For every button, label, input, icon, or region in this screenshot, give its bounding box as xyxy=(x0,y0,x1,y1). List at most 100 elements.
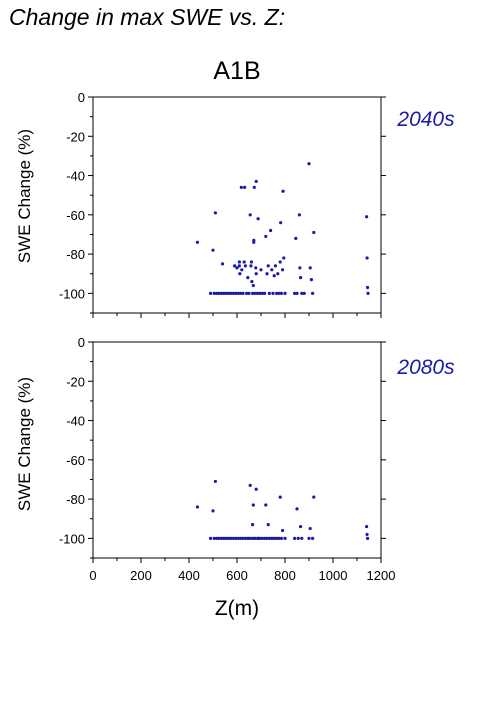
data-point xyxy=(278,260,282,264)
data-point xyxy=(222,536,226,540)
plot-frame xyxy=(92,96,382,314)
data-point xyxy=(249,536,253,540)
data-point xyxy=(219,536,223,540)
data-point xyxy=(250,279,254,284)
x-tick-label: 1000 xyxy=(319,568,348,583)
data-point xyxy=(281,268,285,272)
data-point xyxy=(246,276,250,280)
y-tick-label: -80 xyxy=(66,247,85,262)
data-point xyxy=(278,495,282,499)
data-point xyxy=(279,221,283,225)
data-point xyxy=(236,291,240,295)
y-tick-label: -60 xyxy=(66,208,85,223)
data-point xyxy=(227,536,231,540)
data-point xyxy=(365,285,370,290)
data-point xyxy=(300,291,304,295)
data-point xyxy=(235,266,239,270)
y-axis-label: SWE Change (%) xyxy=(15,377,34,511)
data-point xyxy=(283,536,287,540)
data-point xyxy=(222,291,226,295)
x-tick-label: 800 xyxy=(274,568,296,583)
data-point xyxy=(241,291,245,295)
y-ticks: 0 -20 -40 -60 -80 -100 xyxy=(59,90,386,314)
data-point xyxy=(265,536,269,540)
data-point xyxy=(281,528,285,533)
data-point xyxy=(248,483,252,487)
data-point xyxy=(255,291,259,295)
data-points xyxy=(195,479,370,540)
data-point xyxy=(215,536,219,540)
x-ticks xyxy=(92,558,382,563)
data-point xyxy=(275,291,279,295)
data-point xyxy=(219,291,223,295)
data-point xyxy=(293,291,297,295)
y-tick-label: -100 xyxy=(59,531,85,546)
data-point xyxy=(234,536,238,540)
y-axis-label: SWE Change (%) xyxy=(15,129,34,263)
y-tick-label: 0 xyxy=(78,90,85,105)
data-point xyxy=(260,536,264,540)
data-point xyxy=(264,234,268,239)
data-point xyxy=(281,189,285,193)
data-point xyxy=(296,536,300,540)
data-point xyxy=(238,272,242,276)
y-tick-label: -20 xyxy=(66,374,85,389)
data-point xyxy=(233,264,237,268)
data-point xyxy=(293,536,297,540)
y-ticks: 0 -20 -40 -60 -80 -100 xyxy=(59,335,386,559)
scatter-panel-2080s: 2080s SWE Change (%) 0 -20 -40 -60 -80 -100 0… xyxy=(15,335,455,583)
data-point xyxy=(213,479,217,484)
data-point xyxy=(295,291,299,295)
data-point xyxy=(279,536,283,540)
data-point xyxy=(254,487,258,491)
data-point xyxy=(237,264,241,268)
data-point xyxy=(239,185,243,189)
y-tick-label: -40 xyxy=(66,414,85,429)
data-point xyxy=(231,291,235,295)
data-point xyxy=(195,505,199,509)
data-point xyxy=(217,291,221,295)
data-point xyxy=(297,213,301,217)
data-point xyxy=(251,503,255,507)
period-label: 2080s xyxy=(396,356,455,379)
data-point xyxy=(277,536,281,540)
data-point xyxy=(251,283,255,288)
data-point xyxy=(236,536,240,540)
data-point xyxy=(307,536,311,540)
data-point xyxy=(307,162,311,166)
x-tick-label: 200 xyxy=(130,568,152,583)
y-tick-label: -80 xyxy=(66,492,85,507)
data-point xyxy=(253,536,257,540)
data-point xyxy=(300,536,304,540)
data-point xyxy=(237,260,241,264)
y-tick-label: -60 xyxy=(66,453,85,468)
x-tick-label: 600 xyxy=(226,568,248,583)
period-label: 2040s xyxy=(396,108,455,131)
data-point xyxy=(211,509,215,513)
data-point xyxy=(365,256,369,260)
data-point xyxy=(243,264,247,268)
scenario-label: A1B xyxy=(213,57,260,85)
data-point xyxy=(259,268,263,272)
data-point xyxy=(365,215,369,219)
data-point xyxy=(309,278,313,282)
data-point xyxy=(263,291,267,295)
x-tick-label: 400 xyxy=(178,568,200,583)
data-point xyxy=(272,536,276,540)
data-point xyxy=(295,507,299,511)
data-point xyxy=(279,291,283,295)
data-point xyxy=(251,291,255,295)
data-point xyxy=(249,260,253,264)
data-point xyxy=(254,272,258,276)
data-point xyxy=(248,213,252,217)
data-point xyxy=(267,536,271,540)
data-point xyxy=(243,536,247,540)
data-point xyxy=(224,291,228,295)
data-point xyxy=(229,536,233,540)
data-point xyxy=(311,536,315,540)
y-tick-label: -100 xyxy=(59,286,85,301)
data-point xyxy=(269,228,273,233)
data-point xyxy=(213,211,217,215)
data-point xyxy=(209,536,213,540)
